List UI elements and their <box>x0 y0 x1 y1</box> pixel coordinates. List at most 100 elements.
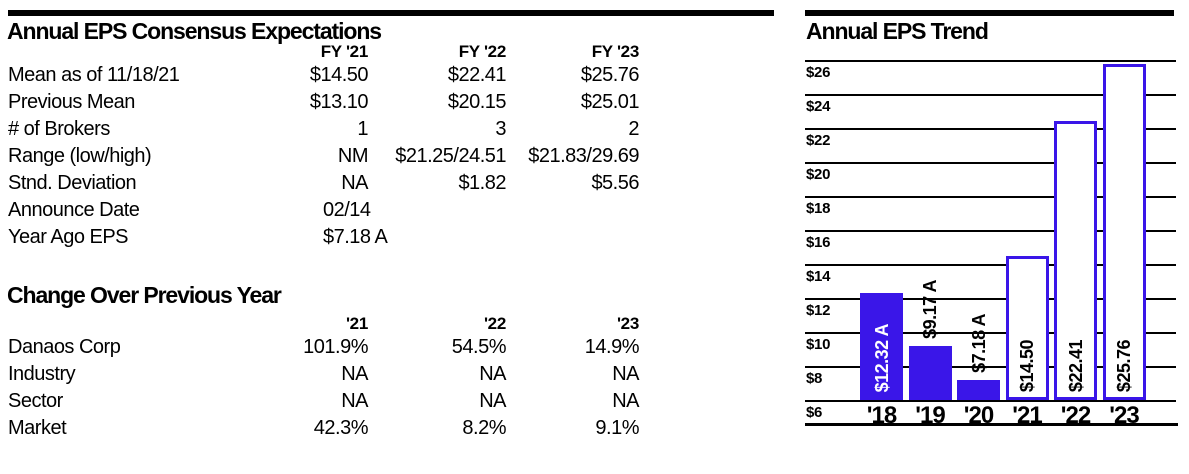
gridline <box>805 230 1176 232</box>
change-row: Sector NA NA NA <box>8 388 640 415</box>
bar-value-label: $7.18 A <box>968 314 989 373</box>
y-axis-tick-label: $14 <box>806 268 831 285</box>
consensus-cell: NA <box>341 172 368 194</box>
consensus-row: # of Brokers 1 3 2 <box>8 116 640 143</box>
consensus-table: FY '21 FY '22 FY '23 Mean as of 11/18/21 $14… <box>8 40 640 251</box>
change-table: '21 '22 '23 Danaos Corp 101.9% 54.5% 14.9% Indu… <box>8 312 640 442</box>
gridline <box>805 94 1176 96</box>
gridline <box>805 196 1176 198</box>
change-cell: NA <box>479 363 506 385</box>
gridline <box>805 60 1176 62</box>
change-cell: 54.5% <box>451 336 507 358</box>
change-row-label: Industry <box>8 363 76 385</box>
bar-value-label: $14.50 <box>1017 339 1037 392</box>
bar-20 <box>957 379 1000 400</box>
consensus-cell: 02/14 <box>323 199 371 221</box>
gridline <box>805 332 1176 334</box>
change-cell: 8.2% <box>462 417 506 439</box>
consensus-cell <box>368 224 506 251</box>
bar-value-label: $12.32 A <box>871 323 892 392</box>
section-title-change: Change Over Previous Year <box>7 282 282 308</box>
change-cell: 14.9% <box>584 336 640 358</box>
y-axis-tick-label: $22 <box>806 132 831 149</box>
change-cell: 9.1% <box>595 417 639 439</box>
consensus-column-header-0: FY '21 <box>320 42 369 61</box>
consensus-row: Mean as of 11/18/21 $14.50 $22.41 $25.76 <box>8 62 640 89</box>
consensus-header-empty <box>8 40 218 62</box>
y-axis-tick-label: $20 <box>806 166 831 183</box>
x-axis-tick-label: '22 <box>1060 402 1091 429</box>
change-row-label: Sector <box>8 390 63 412</box>
plot-area: $26 $24 $22 $20 $18 $16 $14 $12 $10 $8 $6 $12.32 A '… <box>805 60 1176 429</box>
y-axis-tick-label: $24 <box>806 98 831 115</box>
section-title-consensus: Annual EPS Consensus Expectations <box>7 18 382 44</box>
x-axis-tick-label: '18 <box>866 402 897 429</box>
consensus-cell: 3 <box>495 118 506 140</box>
consensus-row-label: Previous Mean <box>8 91 135 113</box>
change-cell: NA <box>341 363 368 385</box>
eps-trend-chart: Annual EPS Trend $26 $24 $22 $20 $18 $16 $14 $1… <box>805 10 1178 450</box>
top-rule-left <box>8 10 774 16</box>
change-row: Danaos Corp 101.9% 54.5% 14.9% <box>8 334 640 361</box>
consensus-row-label: Mean as of 11/18/21 <box>8 64 180 86</box>
bar-23 <box>1102 64 1146 400</box>
bar-value-label: $25.76 <box>1114 339 1134 392</box>
consensus-row-label: # of Brokers <box>8 118 110 140</box>
consensus-cell: $25.76 <box>580 64 640 86</box>
consensus-row: Year Ago EPS $7.18 A <box>8 224 639 251</box>
change-header-empty <box>8 312 218 334</box>
change-row-label: Danaos Corp <box>8 336 121 358</box>
change-cell: NA <box>612 363 639 385</box>
y-axis-tick-label: $12 <box>806 302 831 319</box>
consensus-cell <box>506 197 639 224</box>
change-row: Industry NA NA NA <box>8 361 640 388</box>
consensus-cell: $13.10 <box>309 91 369 113</box>
consensus-cell: $25.01 <box>580 91 640 113</box>
consensus-row-label: Range (low/high) <box>8 145 152 167</box>
consensus-row-label: Announce Date <box>8 199 140 221</box>
consensus-row: Stnd. Deviation NA $1.82 $5.56 <box>8 170 640 197</box>
consensus-cell: $21.25/24.51 <box>395 145 506 167</box>
bar-18 <box>860 292 903 400</box>
consensus-cell: $14.50 <box>309 64 369 86</box>
consensus-cell: $21.83/29.69 <box>528 145 639 167</box>
change-row: Market 42.3% 8.2% 9.1% <box>8 415 640 442</box>
change-column-header-2: '23 <box>616 314 639 333</box>
consensus-row: Announce Date 02/14 <box>8 197 639 224</box>
y-axis-tick-label: $16 <box>806 234 831 251</box>
y-axis-tick-label: $6 <box>806 404 823 421</box>
consensus-cell: $20.15 <box>447 91 507 113</box>
consensus-cell: 1 <box>357 118 368 140</box>
change-cell: 42.3% <box>313 417 369 439</box>
bar-value-label: $9.17 A <box>920 280 940 340</box>
x-axis-tick-label: '23 <box>1109 402 1139 429</box>
consensus-cell: NM <box>337 145 369 167</box>
x-axis-tick-label: '21 <box>1012 402 1042 429</box>
gridline <box>805 264 1176 266</box>
change-cell: NA <box>341 390 368 412</box>
consensus-cell: $5.56 <box>591 172 639 194</box>
bar-21 <box>1005 255 1049 400</box>
chart-title: Annual EPS Trend <box>806 18 989 44</box>
change-cell: NA <box>612 390 639 412</box>
bottom-rule <box>805 423 1178 426</box>
consensus-cell: $22.41 <box>447 64 507 86</box>
change-cell: NA <box>479 390 506 412</box>
consensus-row: Range (low/high) NM $21.25/24.51 $21.83/29.… <box>8 143 640 170</box>
top-rule-right <box>805 10 1174 16</box>
bar-22 <box>1054 121 1097 400</box>
gridline <box>805 400 1176 402</box>
change-column-header-0: '21 <box>345 314 368 333</box>
bar-19 <box>908 346 952 400</box>
y-axis-tick-label: $8 <box>806 370 823 387</box>
consensus-column-header-1: FY '22 <box>458 42 507 61</box>
consensus-cell <box>506 224 639 251</box>
gridline <box>805 298 1176 300</box>
change-cell: 101.9% <box>303 336 368 358</box>
change-column-header-1: '22 <box>483 314 506 333</box>
y-axis-tick-label: $18 <box>806 200 831 217</box>
bar-value-label: $22.41 <box>1065 339 1086 392</box>
change-header-row: '21 '22 '23 <box>8 312 639 334</box>
consensus-row: Previous Mean $13.10 $20.15 $25.01 <box>8 89 640 116</box>
